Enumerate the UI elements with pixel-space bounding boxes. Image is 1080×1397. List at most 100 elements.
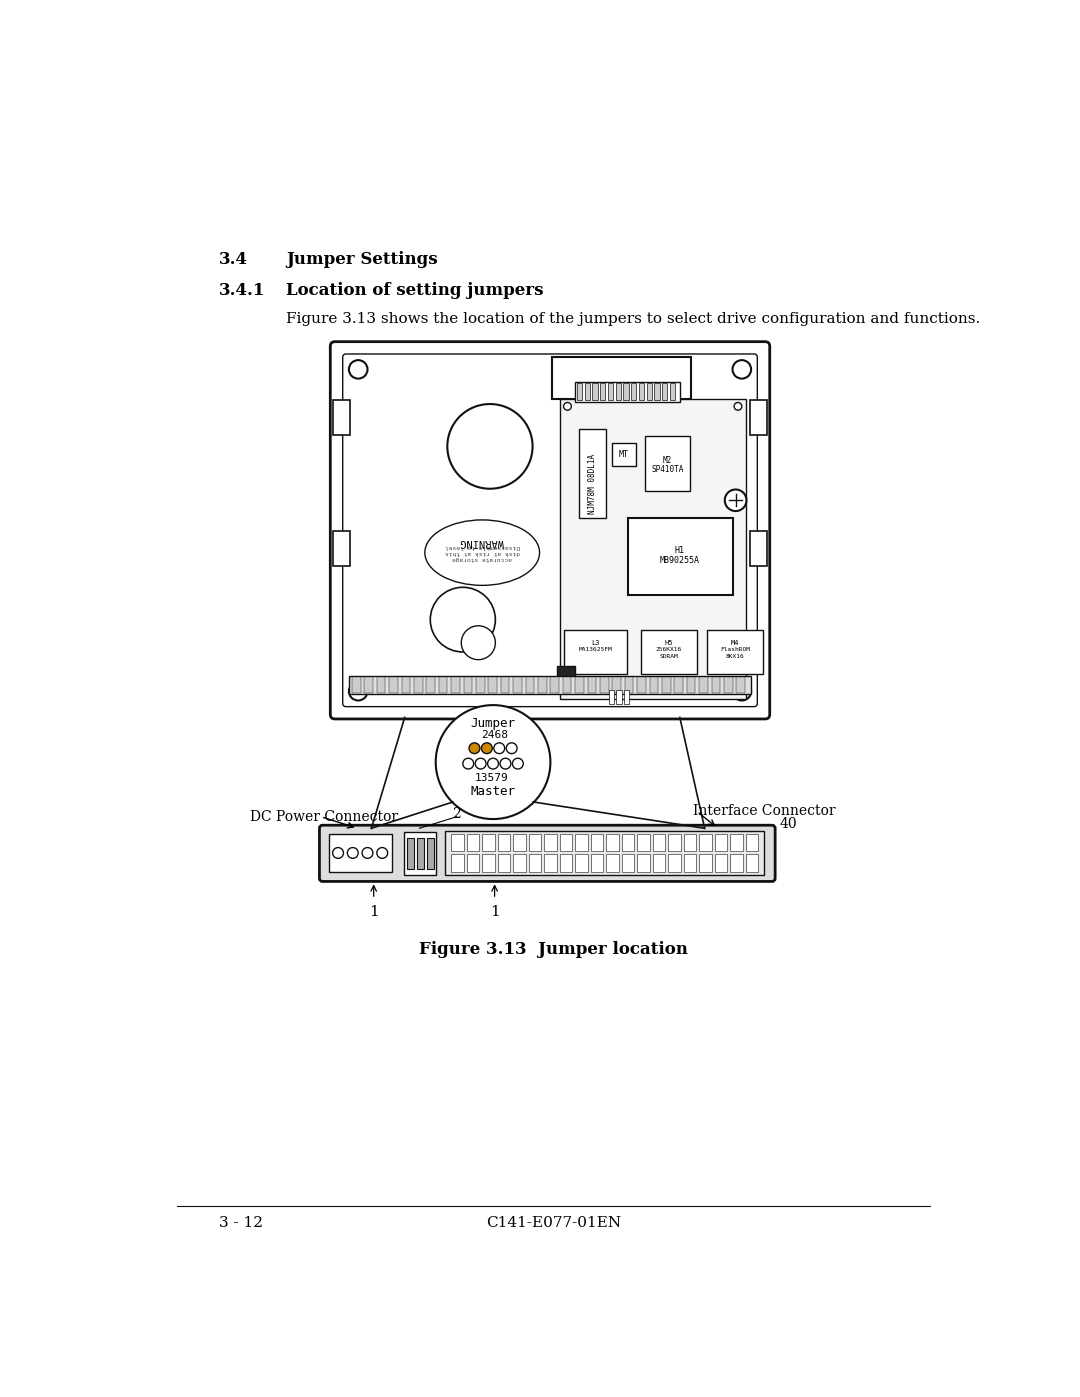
Bar [642,630,697,675]
Bar [649,678,658,693]
Bar [606,855,619,872]
Bar [328,834,392,872]
Ellipse shape [424,520,540,585]
Circle shape [734,402,742,411]
FancyBboxPatch shape [552,358,691,400]
Bar [622,855,634,872]
Bar [669,834,680,851]
Text: accurate storage: accurate storage [453,556,512,562]
Text: MB90255A: MB90255A [660,556,700,564]
Text: DC Power Connector: DC Power Connector [249,810,397,824]
FancyBboxPatch shape [342,353,757,707]
Text: M2: M2 [663,455,672,465]
Bar [654,383,660,400]
Bar [551,678,559,693]
Text: Interface Connector: Interface Connector [693,803,836,817]
Bar [563,678,571,693]
Text: 8KX16: 8KX16 [726,654,744,659]
Bar [631,383,636,400]
Circle shape [500,759,511,768]
Bar [622,834,634,851]
Bar [467,834,480,851]
Text: C141-E077-01EN: C141-E077-01EN [486,1217,621,1231]
Text: Figure 3.13 shows the location of the jumpers to select drive configuration and : Figure 3.13 shows the location of the ju… [286,313,981,327]
Bar [670,383,675,400]
FancyBboxPatch shape [320,826,775,882]
Bar [737,678,745,693]
Bar [576,381,679,402]
Circle shape [732,682,751,700]
Text: 1: 1 [369,905,379,919]
Bar [334,400,350,434]
Text: 2468: 2468 [481,729,508,740]
Bar [451,834,463,851]
Bar [526,678,535,693]
Bar [428,838,434,869]
Text: 3 - 12: 3 - 12 [218,1217,262,1231]
Bar [627,518,732,595]
Bar [377,678,386,693]
Bar [513,855,526,872]
Text: 40: 40 [780,817,797,831]
Bar [724,678,732,693]
Bar [750,531,767,566]
Text: Location of setting jumpers: Location of setting jumpers [286,282,543,299]
Bar [637,678,646,693]
Circle shape [564,402,571,411]
Bar [662,383,667,400]
Circle shape [512,759,524,768]
Bar [715,855,727,872]
Bar [730,855,743,872]
Bar [556,666,576,685]
Bar [591,834,603,851]
Bar [588,678,596,693]
Bar [445,831,765,876]
Bar [623,383,629,400]
Bar [699,678,707,693]
Bar [652,855,665,872]
Bar [750,400,767,434]
Text: L3: L3 [591,640,599,647]
Text: SDRAM: SDRAM [660,654,678,659]
Bar [616,383,621,400]
Circle shape [482,743,492,753]
Circle shape [494,743,504,753]
Circle shape [732,360,751,379]
Bar [544,855,556,872]
Bar [576,855,588,872]
Bar [617,690,622,704]
Circle shape [362,848,373,858]
Bar [407,838,414,869]
Bar [451,855,463,872]
Bar [544,834,556,851]
Text: WARNING: WARNING [460,538,504,548]
Text: Jumper Settings: Jumper Settings [286,251,437,268]
Text: 1: 1 [489,905,499,919]
Bar [652,834,665,851]
Text: 3.4.1: 3.4.1 [218,282,265,299]
Bar [427,678,435,693]
Text: FlashROM: FlashROM [720,647,750,652]
Bar [334,531,350,566]
Bar [513,834,526,851]
Circle shape [469,743,480,753]
Circle shape [435,705,551,819]
Bar [576,678,583,693]
Bar [674,678,683,693]
Bar [584,383,590,400]
Bar [591,855,603,872]
Circle shape [463,759,474,768]
Bar [612,443,636,467]
Bar [730,834,743,851]
Bar [576,834,588,851]
Bar [488,678,497,693]
Bar [559,834,572,851]
Text: SP410TA: SP410TA [651,465,684,474]
Bar [715,834,727,851]
Bar [501,678,510,693]
Circle shape [348,848,359,858]
Text: Master: Master [471,785,515,798]
Bar [538,678,546,693]
Bar [577,383,582,400]
Bar [463,678,472,693]
